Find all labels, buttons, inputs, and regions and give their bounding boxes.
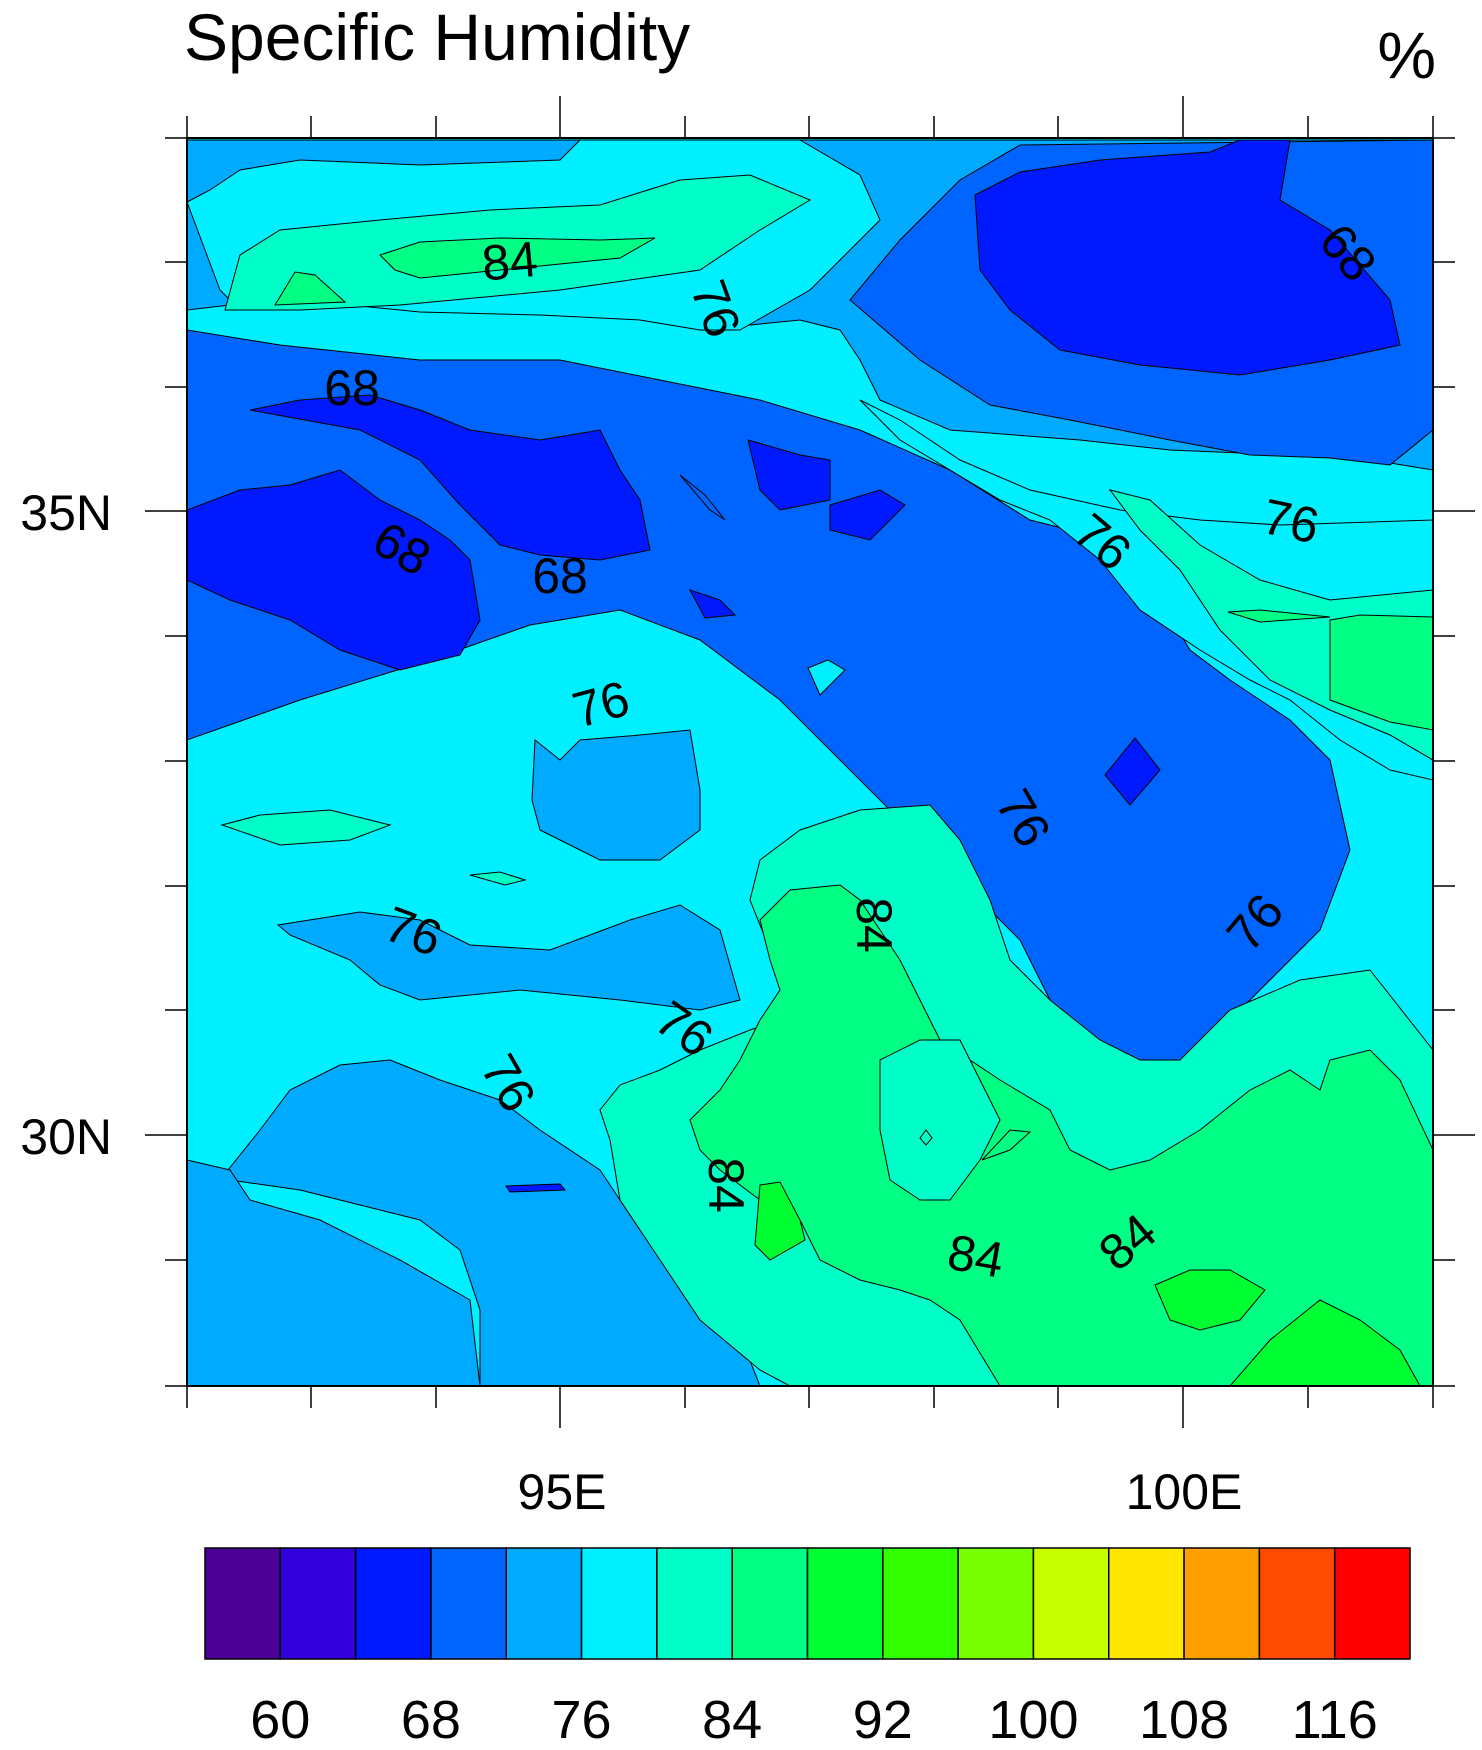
latitude-label-30n: 30N [20,1109,112,1165]
region-central-68-b [829,489,906,541]
region-central-68-a [747,439,831,511]
contour-label: 76 [1258,488,1324,554]
units-label: % [1377,18,1436,92]
region-upper-right-68-inner [974,139,1401,376]
colorbar-swatch [806,1547,884,1660]
colorbar-tick-label: 60 [250,1690,311,1750]
colorbar-swatch [731,1547,809,1660]
colorbar-swatch [204,1547,282,1660]
colorbar-swatch [430,1547,507,1660]
region-south-fleck-a [981,1129,1032,1161]
region-south-green [689,884,1433,1386]
colorbar-tick-label: 108 [1139,1690,1230,1750]
colorbar-tick-label: 84 [702,1690,763,1750]
colorbar-swatch [1333,1547,1411,1660]
region-south-green-c [1229,1299,1421,1386]
region-central-68-c [688,589,737,619]
region-southwest-68-fleck [505,1183,567,1193]
region-mid-76-b [276,904,741,1011]
region-south-green-a [754,1181,806,1261]
colorbar-swatch [354,1547,432,1660]
region-east-sliver [1227,609,1331,623]
contour-label: 68 [532,548,588,604]
region-south-fleck-b [919,1129,933,1146]
contour-label: 84 [698,1157,754,1213]
region-mid-cyan-fleck [807,659,846,696]
region-upper-green-b [274,271,347,306]
region-west-teal-a [220,809,392,846]
colorbar-tick-label: 116 [1291,1690,1378,1750]
colorbar-swatch [1258,1547,1336,1660]
colorbar-swatch [1108,1547,1185,1660]
region-south-inner-teal [879,1039,1001,1201]
colorbar-tick-label: 92 [852,1690,913,1750]
contour-label: 68 [324,360,380,416]
region-west-teal-b [469,871,527,886]
colorbar-swatch [279,1547,357,1660]
region-west-68-b [187,469,481,671]
contour-label: 84 [480,231,540,292]
plot-frame [186,137,1434,1387]
region-upper-green-a [379,237,656,279]
region-south-green-b [1154,1269,1266,1331]
colorbar-swatch [505,1547,583,1660]
axis-ticks [145,96,1475,1428]
colorbar-tick-label: 68 [400,1690,461,1750]
colorbar-swatch [580,1547,658,1660]
colorbar-swatch [882,1547,959,1660]
region-southwest-76-b [187,1159,481,1386]
map-title: Specific Humidity [184,0,691,74]
region-east-green [1329,614,1433,731]
region-west-68-a [249,394,651,561]
colorbar-swatch [656,1547,733,1660]
region-central-sliver [679,474,726,521]
longitude-label-95e: 95E [517,1464,607,1520]
colorbar-swatch [1032,1547,1110,1660]
longitude-label-100e: 100E [1125,1464,1243,1520]
region-east-68 [1104,737,1161,806]
colorbar-tick-label: 76 [551,1690,612,1750]
contour-label: 84 [846,897,902,953]
region-mid-76-a [531,729,701,861]
colorbar-swatch [1183,1547,1261,1660]
latitude-label-35n: 35N [20,485,112,541]
contour-label: 84 [943,1224,1008,1289]
colorbar-swatch [957,1547,1035,1660]
colorbar [204,1547,1411,1660]
colorbar-tick-label: 100 [988,1690,1079,1750]
